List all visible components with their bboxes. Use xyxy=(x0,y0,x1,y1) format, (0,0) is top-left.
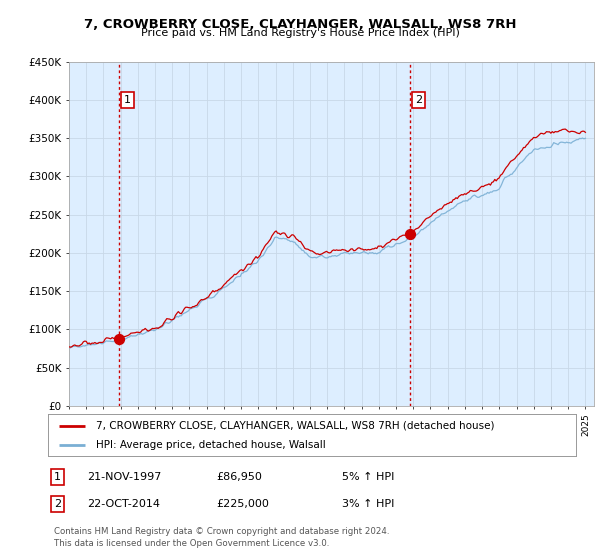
Point xyxy=(114,335,124,344)
Text: £225,000: £225,000 xyxy=(216,499,269,509)
Text: 2: 2 xyxy=(54,499,61,509)
Point xyxy=(405,230,415,239)
Text: 1: 1 xyxy=(54,472,61,482)
Text: Contains HM Land Registry data © Crown copyright and database right 2024.
This d: Contains HM Land Registry data © Crown c… xyxy=(54,527,389,548)
Text: 7, CROWBERRY CLOSE, CLAYHANGER, WALSALL, WS8 7RH (detached house): 7, CROWBERRY CLOSE, CLAYHANGER, WALSALL,… xyxy=(95,421,494,431)
Text: 22-OCT-2014: 22-OCT-2014 xyxy=(87,499,160,509)
Text: 1: 1 xyxy=(124,95,131,105)
Text: £86,950: £86,950 xyxy=(216,472,262,482)
Text: HPI: Average price, detached house, Walsall: HPI: Average price, detached house, Wals… xyxy=(95,440,325,450)
Text: 5% ↑ HPI: 5% ↑ HPI xyxy=(342,472,394,482)
Text: 3% ↑ HPI: 3% ↑ HPI xyxy=(342,499,394,509)
Text: 21-NOV-1997: 21-NOV-1997 xyxy=(87,472,161,482)
Text: 7, CROWBERRY CLOSE, CLAYHANGER, WALSALL, WS8 7RH: 7, CROWBERRY CLOSE, CLAYHANGER, WALSALL,… xyxy=(84,18,516,31)
Text: Price paid vs. HM Land Registry's House Price Index (HPI): Price paid vs. HM Land Registry's House … xyxy=(140,28,460,38)
Text: 2: 2 xyxy=(415,95,422,105)
